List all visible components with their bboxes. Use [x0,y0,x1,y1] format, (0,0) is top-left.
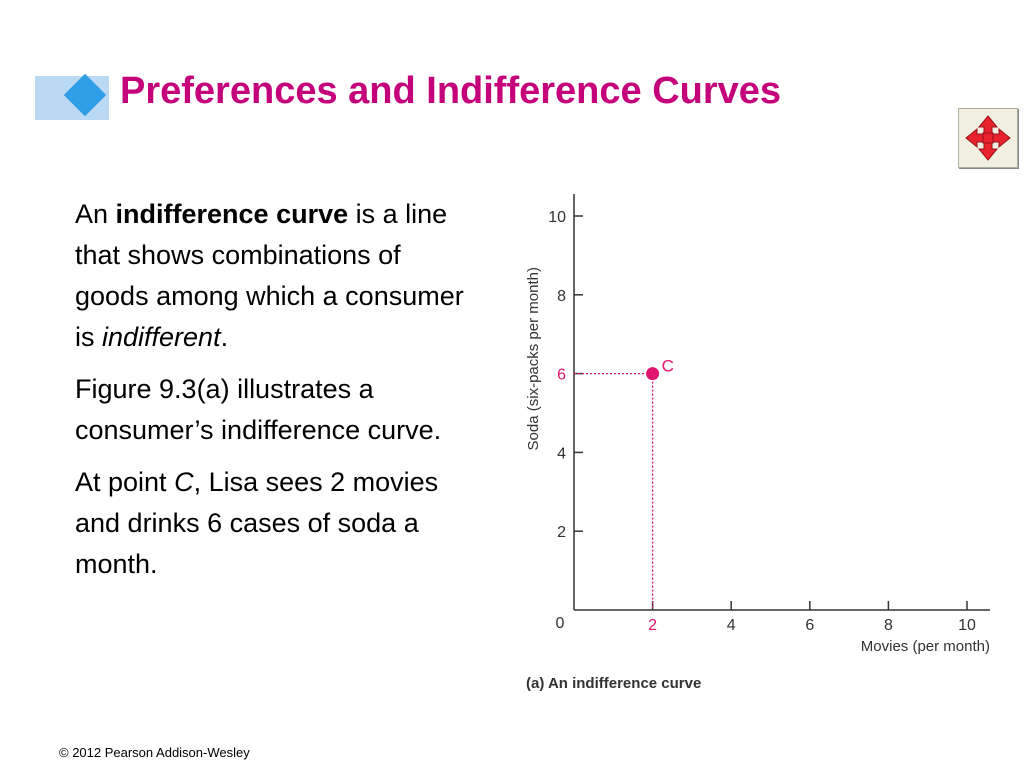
data-point [646,367,660,381]
text-run: An [75,199,116,229]
point-label: C [662,357,674,376]
text-run: is a line that shows combinations of goo… [75,199,464,352]
y-tick-label: 6 [557,367,566,384]
indifference-chart: 2 4 6 8 10 2 4 6 8 10 0 C Soda (six-packs per mo… [525,194,990,692]
x-tick-label: 10 [958,617,976,634]
body-text: An indifference curve is a line that sho… [75,194,480,596]
chart-caption: (a) An indifference curve [526,675,701,692]
origin-label: 0 [556,615,565,632]
x-tick-label: 8 [884,617,893,634]
text-run: , Lisa sees 2 movies and drinks 6 cases … [75,467,439,579]
text-run: At point [75,467,175,497]
x-axis-label: Movies (per month) [861,638,990,655]
slide-title: Preferences and Indifference Curves [120,70,782,112]
y-tick-label: 2 [557,524,566,541]
point-label-italic: C [174,467,194,497]
y-tick-label: 10 [548,209,566,226]
paragraph: An indifference curve is a line that sho… [75,194,480,358]
paragraph: At point C, Lisa sees 2 movies and drink… [75,462,480,585]
x-tick-label: 2 [648,617,657,634]
copyright: © 2012 Pearson Addison-Wesley [59,745,250,760]
y-tick-label: 8 [557,288,566,305]
move-arrows-icon [965,115,1011,161]
data-points: C [574,357,674,610]
y-axis-label: Soda (six-packs per month) [525,267,542,450]
x-tick-label: 6 [805,617,814,634]
indifference-figure: 2 4 6 8 10 2 4 6 8 10 0 C Soda (six-packs per mo… [500,180,1000,705]
paragraph: Figure 9.3(a) illustrates a consumer’s i… [75,369,480,451]
y-ticks: 2 4 6 8 10 [548,209,583,541]
text-run: . [220,322,229,352]
text-run: Figure 9.3(a) illustrates a consumer’s i… [75,374,442,445]
term-bold: indifference curve [115,199,349,229]
x-ticks: 2 4 6 8 10 [648,601,976,634]
y-tick-label: 4 [557,445,566,462]
x-tick-label: 4 [727,617,736,634]
move-arrows-button[interactable] [958,108,1018,168]
term-italic: indifferent [102,322,221,352]
